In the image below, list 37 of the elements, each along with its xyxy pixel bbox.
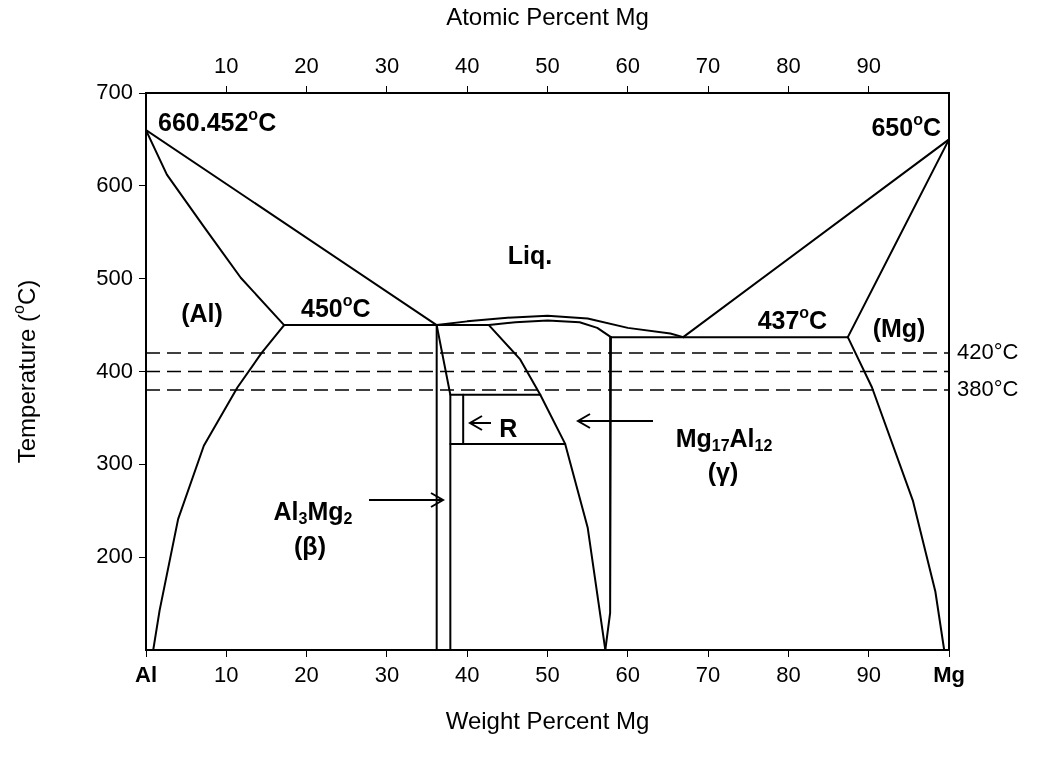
x-tick-label: 70 <box>695 662 721 688</box>
x-tick-label: 40 <box>454 662 480 688</box>
annotation: (γ) <box>707 457 739 486</box>
x2-tick-label: 80 <box>776 52 801 78</box>
y-tick-label: 600 <box>96 171 133 197</box>
annotation: (Al) <box>181 298 223 327</box>
x2-tick-label: 50 <box>535 52 560 78</box>
x2-tick-label: 70 <box>695 52 721 78</box>
x2-tick-label: 90 <box>856 52 881 78</box>
x2-tick-label: 30 <box>374 52 400 78</box>
annotation: (Mg) <box>872 313 926 342</box>
x-tick-label: 20 <box>294 662 319 688</box>
x-tick-label: Al <box>135 662 157 688</box>
annotation: (β) <box>294 531 326 560</box>
y-tick-label: 700 <box>96 79 133 105</box>
x2-tick-label: 60 <box>615 52 641 78</box>
annotation: Liq. <box>507 240 553 269</box>
x2-axis-title: Atomic Percent Mg <box>446 2 649 30</box>
x-tick-label: 80 <box>776 662 801 688</box>
x2-tick-label: 20 <box>294 52 319 78</box>
x-tick-label: 10 <box>214 662 239 688</box>
x2-tick-label: 10 <box>214 52 239 78</box>
y-tick-label: 200 <box>96 543 133 569</box>
x-tick-label: 50 <box>535 662 560 688</box>
y-axis-title: Temperature (oC) <box>10 279 40 464</box>
y-tick-label: 400 <box>96 357 133 383</box>
y-tick-label: 300 <box>96 450 133 476</box>
x2-tick-label: 40 <box>454 52 480 78</box>
x-axis-title: Weight Percent Mg <box>445 706 650 734</box>
x-tick-label: 90 <box>856 662 881 688</box>
x-tick-label: Mg <box>933 662 965 688</box>
annotation: R <box>499 414 518 443</box>
x-tick-label: 30 <box>374 662 400 688</box>
ref-line-label: 420°C <box>957 339 1019 364</box>
x-tick-label: 60 <box>615 662 641 688</box>
ref-line-label: 380°C <box>957 376 1019 402</box>
y-tick-label: 500 <box>96 264 133 290</box>
